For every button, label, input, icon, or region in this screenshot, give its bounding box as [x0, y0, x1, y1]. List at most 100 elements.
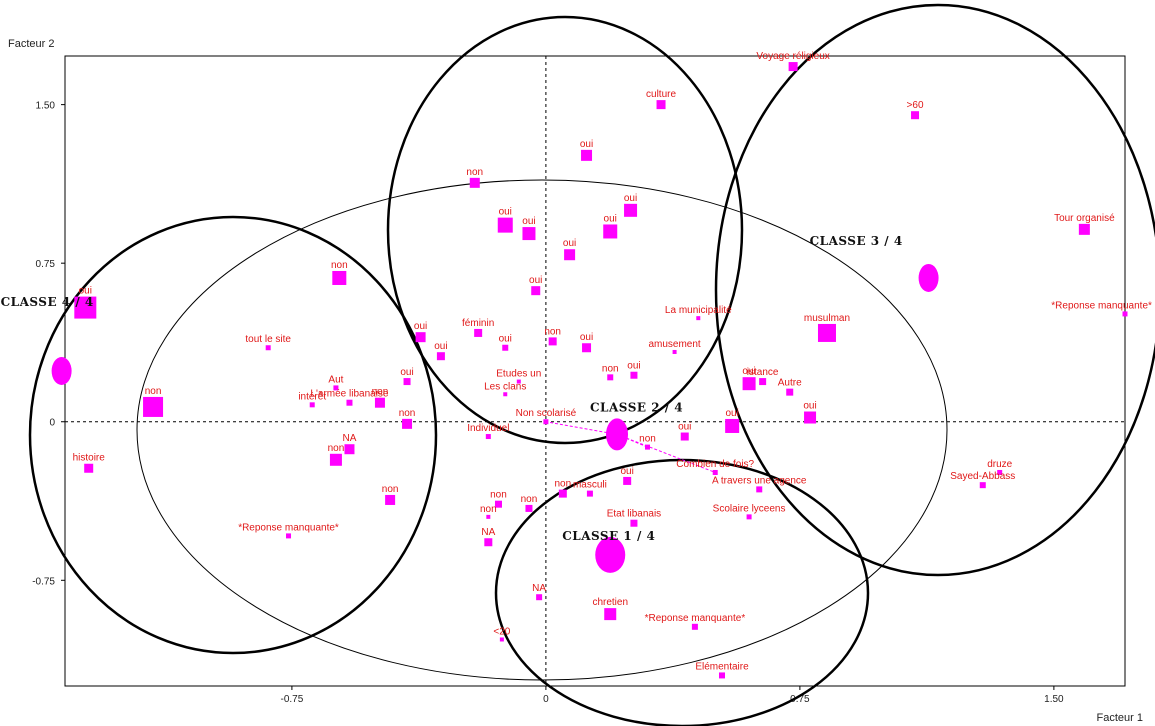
point-marker [486, 514, 491, 519]
point-label: oui [563, 238, 576, 249]
point-marker [1078, 223, 1090, 235]
cluster-circles [28, 3, 1155, 726]
point-marker [817, 323, 836, 342]
point-label: histoire [73, 453, 106, 464]
point-label: oui [499, 334, 512, 345]
class-label: CLASSE 2 / 4 [590, 400, 683, 414]
point-marker [484, 538, 493, 547]
point-marker [548, 337, 557, 346]
point-marker [374, 397, 385, 408]
class-centroid [595, 536, 626, 573]
point-marker [1122, 311, 1128, 317]
point-marker [630, 371, 638, 379]
class-label: CLASSE 1 / 4 [562, 529, 655, 543]
point-marker [582, 343, 592, 353]
point-label: non [328, 443, 345, 454]
point-label: Individuel [467, 423, 509, 434]
point-marker [474, 328, 483, 337]
point-label: non [521, 494, 538, 505]
y-tick-label: -0.75 [32, 576, 55, 587]
point-marker [332, 270, 347, 285]
point-label: L'armée libanaise [310, 389, 389, 400]
point-marker [581, 149, 593, 161]
point-marker [997, 469, 1003, 475]
point-marker [558, 489, 567, 498]
point-markers [74, 62, 1128, 679]
point-marker [346, 399, 353, 406]
point-marker [84, 463, 94, 473]
point-marker [333, 385, 339, 391]
point-marker [759, 378, 767, 386]
point-marker [485, 434, 491, 440]
point-marker [788, 62, 798, 72]
cluster-circle-class-1 [494, 458, 870, 726]
point-label: non [639, 434, 656, 445]
point-label: istance [747, 367, 779, 378]
point-label: Combien de fois? [676, 459, 754, 470]
point-label: non [382, 484, 399, 495]
point-label: Sayed-Abbass [950, 471, 1015, 482]
point-label: musulman [804, 313, 850, 324]
point-label: tout le site [245, 334, 291, 345]
point-marker [607, 374, 614, 381]
point-label: non [602, 363, 619, 374]
point-label: *Reponse manquante* [1051, 300, 1152, 311]
point-marker [74, 296, 97, 319]
y-tick-label: 0.75 [36, 259, 56, 270]
point-label: oui [678, 422, 691, 433]
point-marker [143, 396, 164, 417]
cluster-circle-class-4 [28, 215, 438, 655]
point-label: Voyage réligieux [756, 51, 829, 62]
point-label: amusement [648, 339, 700, 350]
point-marker [691, 623, 698, 630]
point-label: oui [79, 286, 92, 297]
cluster-circle-class-2 [386, 15, 744, 445]
point-label: non [399, 408, 416, 419]
point-label: NA [532, 583, 546, 594]
point-labels: Voyage réligieux>60cultureouinonouiouiou… [73, 51, 1152, 672]
point-label: non [466, 167, 483, 178]
point-label: druze [987, 459, 1012, 470]
point-marker [911, 111, 920, 120]
point-label: oui [604, 213, 617, 224]
cluster-circle-class-3 [714, 3, 1155, 577]
point-label: *Reponse manquante* [645, 613, 746, 624]
point-label: non [372, 387, 389, 398]
point-label: Elémentaire [695, 661, 749, 672]
point-marker [604, 608, 617, 621]
point-label: <20 [493, 626, 510, 637]
point-label: oui [400, 367, 413, 378]
point-marker [531, 286, 541, 296]
point-label: oui [580, 332, 593, 343]
point-marker [756, 486, 763, 493]
point-label: intérêt [298, 391, 326, 402]
point-label: oui [522, 216, 535, 227]
x-tick-label: -0.75 [281, 694, 304, 705]
point-marker [979, 482, 986, 489]
point-label: >60 [907, 100, 924, 111]
point-marker [536, 594, 543, 601]
link-line [545, 421, 618, 435]
point-label: NA [481, 527, 495, 538]
point-marker [344, 444, 355, 455]
point-marker [494, 500, 502, 508]
point-marker [503, 392, 508, 397]
point-label: Non scolarisé [516, 408, 577, 419]
point-label: oui [620, 466, 633, 477]
point-label: oui [580, 139, 593, 150]
point-marker [469, 177, 480, 188]
point-marker [286, 533, 292, 539]
x-tick-label: 1.50 [1044, 694, 1064, 705]
class-label: CLASSE 3 / 4 [810, 234, 903, 248]
point-label: non [480, 504, 497, 515]
point-label: masculi [573, 480, 607, 491]
point-marker [309, 402, 315, 408]
point-marker [543, 419, 549, 425]
point-label: Etudes un [496, 369, 541, 380]
point-label: Les clans [484, 381, 526, 392]
point-marker [385, 494, 396, 505]
point-marker [522, 227, 536, 241]
class-centroid [51, 357, 72, 385]
point-marker [265, 345, 271, 351]
axis-layer: -0.75 0 0.75 1.50 1.50 0.75 0 -0.75 [32, 56, 1125, 705]
